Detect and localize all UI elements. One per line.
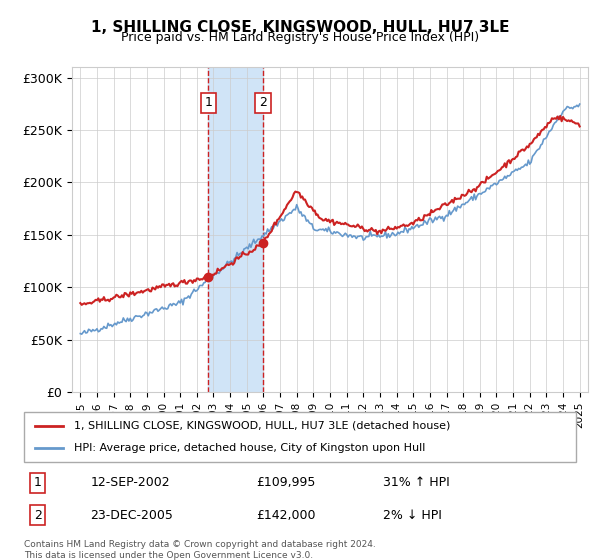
- Text: Contains HM Land Registry data © Crown copyright and database right 2024.
This d: Contains HM Land Registry data © Crown c…: [24, 540, 376, 560]
- Text: 12-SEP-2002: 12-SEP-2002: [90, 477, 170, 489]
- Bar: [208, 67, 263, 392]
- Text: £109,995: £109,995: [256, 477, 315, 489]
- Text: 1: 1: [205, 96, 212, 109]
- Text: 2: 2: [259, 96, 267, 109]
- Text: 2% ↓ HPI: 2% ↓ HPI: [383, 508, 442, 521]
- Text: 1: 1: [34, 477, 42, 489]
- Text: £142,000: £142,000: [256, 508, 316, 521]
- Text: 2: 2: [34, 508, 42, 521]
- Text: 23-DEC-2005: 23-DEC-2005: [90, 508, 173, 521]
- Text: 1, SHILLING CLOSE, KINGSWOOD, HULL, HU7 3LE: 1, SHILLING CLOSE, KINGSWOOD, HULL, HU7 …: [91, 20, 509, 35]
- FancyBboxPatch shape: [24, 412, 576, 462]
- Text: Price paid vs. HM Land Registry's House Price Index (HPI): Price paid vs. HM Land Registry's House …: [121, 31, 479, 44]
- Text: HPI: Average price, detached house, City of Kingston upon Hull: HPI: Average price, detached house, City…: [74, 443, 425, 453]
- Text: 1, SHILLING CLOSE, KINGSWOOD, HULL, HU7 3LE (detached house): 1, SHILLING CLOSE, KINGSWOOD, HULL, HU7 …: [74, 421, 450, 431]
- Text: 31% ↑ HPI: 31% ↑ HPI: [383, 477, 449, 489]
